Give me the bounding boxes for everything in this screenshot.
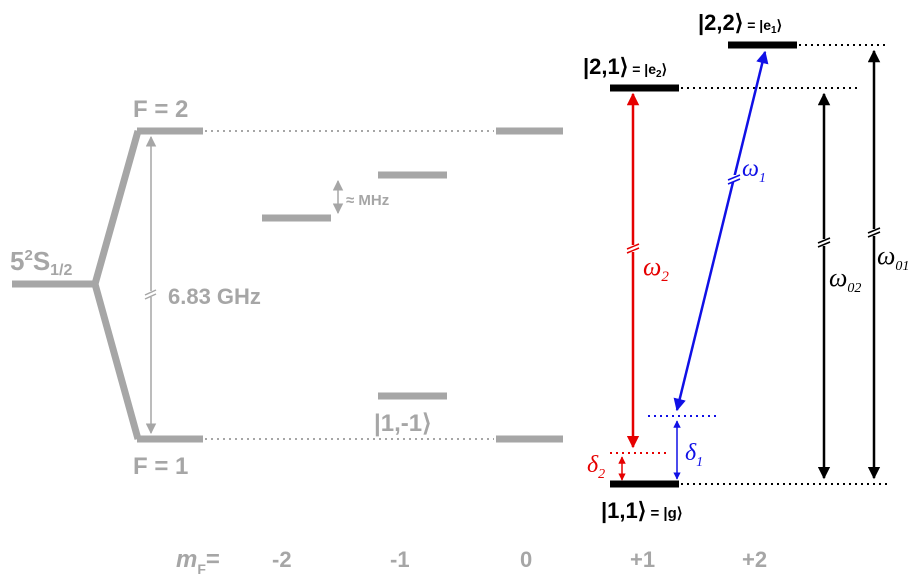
state-22-label: |2,2⟩ = |e1⟩: [698, 10, 782, 36]
mf-value-m2: -2: [272, 547, 292, 572]
split-line-lower: [91, 283, 142, 440]
split-line-upper: [91, 130, 142, 285]
mf-value-m1: -1: [390, 547, 410, 572]
omega1-break-mark: [727, 174, 741, 185]
omega2-label: ω2: [643, 252, 669, 285]
mf-value-p1: +1: [630, 547, 655, 572]
omega01-label: ω01: [877, 241, 909, 274]
delta1-label: δ1: [685, 440, 703, 470]
f1-label: F = 1: [133, 453, 188, 480]
ground-state-splitting: [12, 127, 563, 443]
omega02-label: ω02: [829, 263, 861, 296]
state-1-minus1-label: |1,-1⟩: [374, 410, 431, 437]
omega01-break-mark: [867, 227, 881, 238]
omega1-label: ω1: [742, 156, 766, 186]
hyperfine-frequency-label: 6.83 GHz: [168, 284, 261, 309]
mf-value-p2: +2: [742, 547, 767, 572]
state-21-label: |2,1⟩ = |e2⟩: [583, 54, 667, 80]
zeeman-splitting-label: ≈ MHz: [346, 192, 389, 209]
omega2-break-mark: [626, 243, 640, 254]
ground-state-label: 52S1/2: [10, 246, 73, 279]
omega1-arrow: [673, 50, 769, 412]
f2-label: F = 2: [133, 96, 188, 123]
omega02-break-mark: [817, 237, 831, 248]
delta2-label: δ2: [587, 452, 605, 482]
right-levels: [610, 41, 890, 488]
mf-label: mF=: [176, 546, 220, 577]
state-11-label: |1,1⟩ = |g⟩: [601, 498, 683, 523]
mf-values: -2 -1 0 +1 +2: [272, 547, 767, 572]
mf-value-0: 0: [520, 547, 532, 572]
hyperfine-break-mark: [144, 289, 158, 300]
